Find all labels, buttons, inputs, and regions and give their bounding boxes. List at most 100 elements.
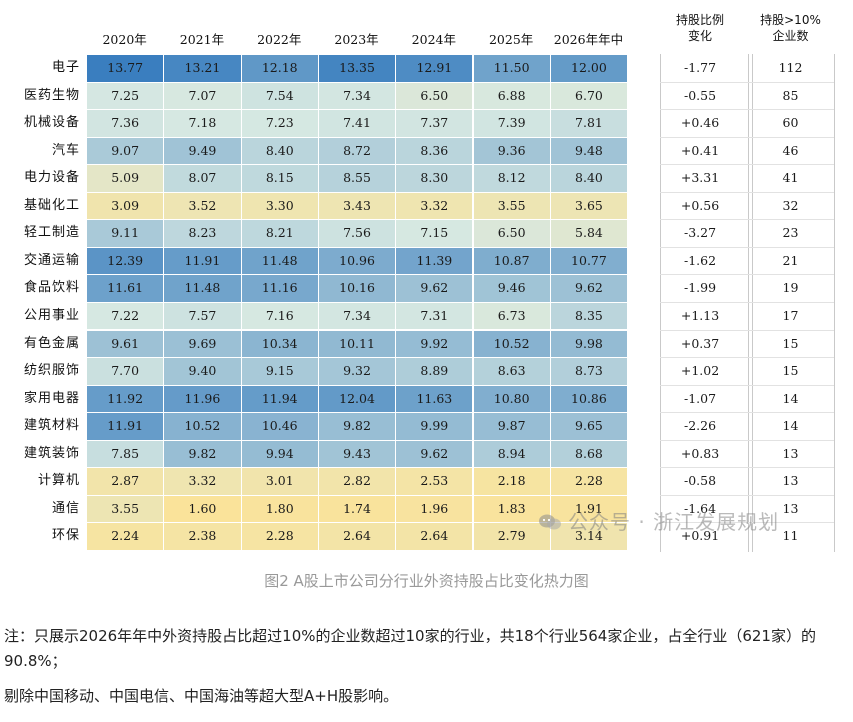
row-label: 环保 [51, 528, 80, 544]
row-label: 纺织服饰 [23, 363, 80, 379]
heatmap-cell: 7.22 [87, 302, 164, 330]
heatmap-cell: 9.15 [241, 358, 318, 385]
heatmap-cell: 11.91 [164, 247, 241, 275]
heatmap-cell: 7.36 [87, 110, 164, 137]
heatmap-cell: 3.55 [87, 495, 164, 523]
row-label: 有色金属 [23, 335, 80, 351]
heatmap-cell: 8.30 [396, 165, 473, 192]
row-label: 电子 [51, 60, 80, 75]
heatmap-cell: 3.09 [87, 192, 164, 220]
row-label: 汽车 [51, 142, 80, 158]
heatmap-cell: 9.36 [473, 137, 550, 165]
heatmap-cell: 7.81 [550, 110, 628, 137]
change-value: -1.99 [683, 280, 717, 296]
row-divider [660, 81, 834, 83]
heatmap-cell: 13.77 [87, 55, 164, 82]
change-value: +3.31 [680, 170, 720, 186]
change-value: -1.77 [683, 60, 717, 75]
heatmap-cell: 2.28 [241, 523, 318, 550]
count-value: 13 [782, 445, 799, 461]
figure-caption: 图2 A股上市公司分行业外资持股占比变化热力图 [264, 572, 589, 590]
heatmap-cell: 9.87 [473, 413, 550, 440]
heatmap-cell: 10.80 [473, 385, 550, 413]
heatmap-cell: 5.09 [87, 165, 164, 192]
heatmap-cell: 9.46 [473, 275, 550, 302]
heatmap-cell: 12.00 [550, 55, 628, 82]
column-header: 2021年 [179, 32, 225, 47]
count-value: 21 [782, 252, 799, 268]
heatmap-cell: 1.74 [318, 495, 396, 523]
change-value: -0.55 [683, 87, 717, 103]
heatmap-cell: 8.89 [396, 358, 473, 385]
heatmap-cell: 7.15 [396, 220, 473, 247]
heatmap-cell: 2.82 [318, 468, 396, 495]
heatmap-cell: 9.61 [87, 330, 164, 358]
column-header: 2026年年中 [553, 32, 624, 47]
heatmap-cell: 9.94 [241, 440, 318, 468]
change-value: -2.26 [683, 418, 717, 434]
count-value: 46 [782, 142, 799, 158]
heatmap-cell: 8.68 [550, 440, 628, 468]
note-line-1: 注：只展示2026年年中外资持股占比超过10%的企业数超过10家的行业，共18个… [4, 627, 816, 670]
heatmap-cell: 10.16 [318, 275, 396, 302]
header-line: 企业数 [772, 29, 809, 43]
count-value: 14 [782, 418, 799, 434]
heatmap-cell: 1.96 [396, 495, 473, 523]
heatmap-cell: 7.57 [164, 302, 241, 330]
change-value: +1.02 [680, 363, 720, 379]
row-divider [660, 136, 834, 138]
row-label: 交通运输 [23, 252, 80, 268]
row-label: 电力设备 [23, 170, 80, 186]
heatmap-cell: 8.12 [473, 165, 550, 192]
count-value: 41 [782, 170, 799, 186]
heatmap-cell: 11.39 [396, 247, 473, 275]
row-label: 医药生物 [23, 87, 80, 103]
count-header: 持股>10% 企业数 [748, 12, 833, 44]
heatmap-cell: 9.82 [164, 440, 241, 468]
heatmap-cell: 2.79 [473, 523, 550, 550]
heatmap-cell: 3.43 [318, 192, 396, 220]
separator-line [834, 54, 835, 552]
heatmap-cell: 9.65 [550, 413, 628, 440]
row-label: 建筑材料 [23, 418, 80, 434]
heatmap-cell: 2.28 [550, 468, 628, 495]
heatmap-cell: 10.87 [473, 247, 550, 275]
change-value: +0.56 [680, 197, 720, 213]
heatmap-cell: 2.64 [396, 523, 473, 550]
heatmap-cell: 7.37 [396, 110, 473, 137]
header-line: 变化 [687, 29, 712, 43]
heatmap-cell: 10.34 [241, 330, 318, 358]
heatmap-cell: 7.56 [318, 220, 396, 247]
heatmap-cell: 7.41 [318, 110, 396, 137]
heatmap-cell: 9.11 [87, 220, 164, 247]
heatmap-cell: 2.87 [87, 468, 164, 495]
change-value: +0.91 [680, 528, 720, 544]
heatmap-cell: 8.35 [550, 302, 628, 330]
header-line: 持股比例 [675, 13, 724, 27]
column-header: 2023年 [334, 32, 379, 47]
heatmap-cell: 11.91 [87, 413, 164, 440]
heatmap-cell: 10.86 [550, 385, 628, 413]
heatmap-cell: 1.80 [241, 495, 318, 523]
row-divider [660, 384, 834, 386]
heatmap-cell: 7.18 [164, 110, 241, 137]
heatmap-cell: 9.62 [396, 275, 473, 302]
watermark: 公众号 · 浙江发展规划 [538, 506, 779, 535]
row-label: 计算机 [37, 473, 80, 489]
row-divider [660, 219, 834, 221]
count-value: 11 [782, 528, 799, 544]
heatmap-cell: 1.83 [473, 495, 550, 523]
heatmap-cell: 7.34 [318, 302, 396, 330]
heatmap-cell: 2.64 [318, 523, 396, 550]
heatmap-cell: 10.96 [318, 247, 396, 275]
row-label: 建筑装饰 [23, 445, 80, 461]
heatmap-cell: 11.48 [241, 247, 318, 275]
row-label: 公用事业 [23, 307, 80, 323]
heatmap-cell: 7.85 [87, 440, 164, 468]
heatmap-cell: 6.50 [473, 220, 550, 247]
row-label: 通信 [51, 500, 80, 516]
heatmap-cell: 3.32 [396, 192, 473, 220]
heatmap-cell: 8.07 [164, 165, 241, 192]
heatmap-cell: 11.63 [396, 385, 473, 413]
row-divider [660, 494, 834, 496]
